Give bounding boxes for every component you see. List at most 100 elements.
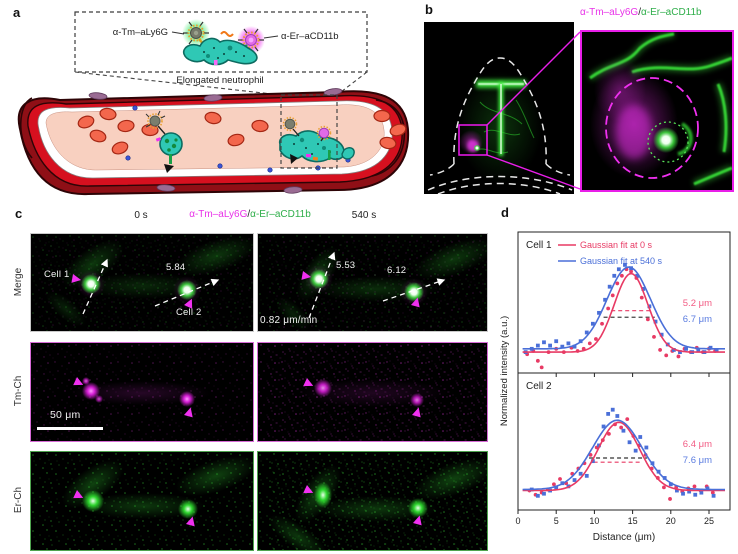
- panel-b-header: α-Tm–aLy6G/α-Er–aCD11b: [580, 7, 702, 18]
- scatter-point: [542, 491, 546, 496]
- chart-1: Cell 1 5.2 μm 6.7 μm Gaussian fit at 0 s Gau…: [517, 231, 731, 377]
- scatter-point: [560, 344, 565, 349]
- magenta-arrowhead-icon: [301, 271, 312, 280]
- scatter-point: [572, 344, 577, 349]
- timepoint-540s-header: 540 s: [351, 210, 377, 221]
- panel-b-overview-image: [424, 22, 574, 194]
- row-label-merge: Merge: [13, 267, 24, 297]
- magenta-arrowhead-icon: [303, 485, 314, 494]
- scatter-point: [584, 473, 589, 478]
- scatter-point: [645, 317, 650, 322]
- scatter-point: [664, 353, 669, 358]
- migration-speed-label: 0.82 μm/min: [260, 315, 318, 326]
- scatter-point: [554, 485, 559, 490]
- scatter-point: [684, 346, 688, 351]
- cell2-label: Cell 2: [176, 307, 202, 318]
- blood-vessel: [17, 90, 410, 196]
- scatter-point: [615, 414, 620, 418]
- scatter-point: [693, 492, 698, 497]
- panel-b-letter: b: [425, 2, 433, 17]
- scatter-point: [578, 471, 583, 476]
- scatter-point: [607, 431, 611, 436]
- merge-0s-image: [30, 233, 254, 332]
- panel-b-header-tm: α-Tm–aLy6G: [580, 7, 639, 18]
- x-tick-label: 5: [554, 516, 559, 526]
- gaussian-fit-curve: [522, 419, 725, 491]
- scatter-point: [597, 443, 601, 448]
- fwhm-value-label: 6.4 μm: [683, 439, 712, 450]
- tm-ch-540s-image: [257, 342, 488, 442]
- panel-c-channel-header: α-Tm–aLy6G/α-Er–aCD11b: [184, 209, 316, 220]
- panel-b-header-er: α-Er–aCD11b: [640, 7, 702, 18]
- scale-bar: [37, 427, 103, 430]
- magenta-arrowhead-icon: [73, 377, 84, 386]
- inset-neutrophil: [182, 31, 258, 66]
- scatter-point: [539, 365, 544, 370]
- merge-540s-value1: 5.53: [336, 260, 356, 271]
- magenta-arrowhead-icon: [413, 515, 422, 526]
- fwhm-value-label: 7.6 μm: [683, 455, 712, 466]
- trajectory-arrows: [82, 258, 220, 315]
- magenta-arrowhead-icon: [303, 378, 314, 387]
- scatter-point: [627, 440, 632, 445]
- merge-0s-value: 5.84: [166, 262, 186, 273]
- scatter-point: [600, 321, 604, 326]
- scatter-point: [638, 435, 643, 439]
- merge-540s-value2: 6.12: [387, 265, 407, 276]
- scatter-point: [699, 490, 704, 495]
- scale-bar-label: 50 μm: [50, 409, 81, 421]
- panel-d-charts: Cell 1 5.2 μm 6.7 μm Gaussian fit at 0 s Gau…: [500, 231, 731, 543]
- nucleus-dotted-circle: [647, 121, 689, 163]
- legend-label: Gaussian fit at 0 s: [580, 240, 653, 250]
- nanoparticle-tm-icon: [182, 19, 210, 47]
- fwhm-value-label: 6.7 μm: [683, 314, 712, 325]
- scatter-point: [606, 412, 611, 416]
- panel-c-header-er: α-Er–aCD11b: [250, 209, 311, 220]
- chart-title: Cell 2: [526, 381, 552, 392]
- round-neutrophil: [145, 110, 183, 173]
- scatter-point: [629, 269, 633, 274]
- scatter-point: [653, 319, 658, 324]
- antibody-er-label: α-Er–aCD11b: [281, 31, 339, 42]
- antibody-tm-label: α-Tm–aLy6G: [112, 27, 168, 38]
- scatter-point: [552, 482, 556, 487]
- scatter-point: [633, 448, 638, 453]
- scatter-point: [584, 330, 589, 335]
- scatter-point: [615, 281, 620, 286]
- scatter-point: [610, 407, 615, 412]
- merge-540s-image: [257, 233, 488, 332]
- scatter-point: [705, 486, 710, 491]
- scatter-point: [675, 488, 679, 493]
- scatter-point: [659, 332, 664, 337]
- magenta-arrowhead-icon: [411, 297, 420, 308]
- gaussian-fit-curve: [522, 272, 725, 353]
- scatter-point: [714, 348, 719, 352]
- crawling-neutrophil: [278, 116, 355, 164]
- gaussian-fit-curve: [522, 266, 725, 350]
- panel-b-header-sep: /: [638, 7, 641, 18]
- scatter-point: [620, 273, 624, 278]
- scatter-point: [542, 340, 546, 345]
- scatter-point: [610, 293, 615, 298]
- scatter-point: [687, 489, 692, 494]
- vessel-inset-rect: [280, 94, 338, 169]
- fwhm-value-label: 5.2 μm: [683, 298, 712, 309]
- chart-2: 0 5 10 15 20 25 Cell 2 6.4 μm 7.6 μm: [515, 372, 731, 526]
- scatter-point: [641, 286, 646, 291]
- row-label-tm-ch: Tm-Ch: [13, 375, 24, 407]
- scatter-point: [681, 491, 685, 496]
- scatter-point: [566, 341, 571, 346]
- scatter-point: [658, 348, 663, 352]
- scatter-point: [606, 306, 611, 311]
- scatter-point: [548, 343, 552, 348]
- scatter-point: [668, 482, 673, 487]
- panel-d-letter: d: [501, 205, 509, 220]
- scatter-point: [652, 334, 656, 339]
- scatter-point: [708, 345, 713, 350]
- scatter-point: [594, 337, 598, 341]
- scatter-point: [710, 490, 715, 495]
- scatter-point: [635, 273, 640, 278]
- magenta-arrowhead-icon: [73, 490, 84, 499]
- tm-ch-0s-image: [30, 342, 254, 442]
- er-ch-0s-image: [30, 451, 254, 551]
